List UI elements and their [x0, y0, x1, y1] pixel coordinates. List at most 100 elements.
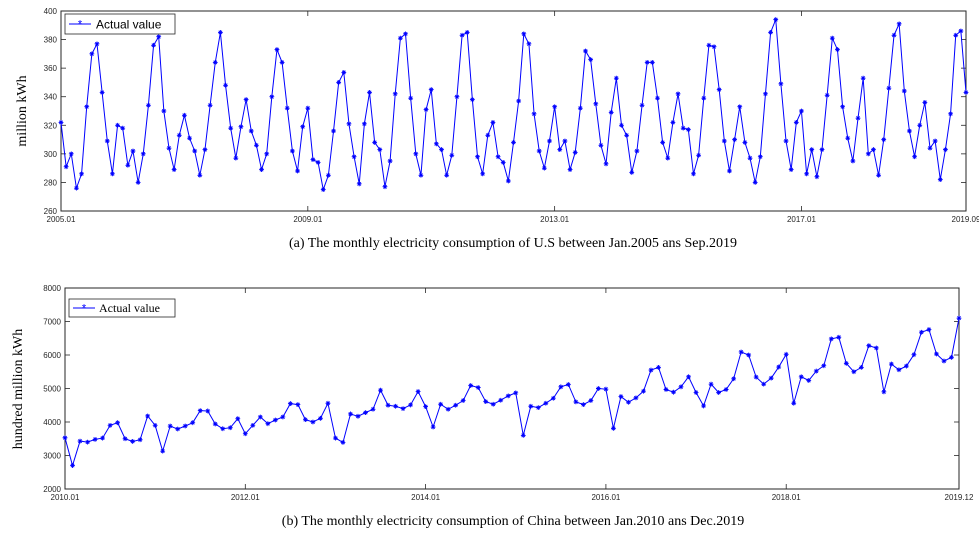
data-point	[791, 400, 797, 406]
data-point	[212, 60, 218, 65]
y-tick-label: 380	[44, 36, 58, 45]
y-tick-label: 3000	[43, 452, 61, 461]
data-point	[348, 411, 353, 417]
data-point	[137, 437, 143, 443]
data-point	[459, 32, 465, 38]
data-point	[836, 334, 842, 340]
data-point	[175, 426, 181, 432]
data-point	[387, 158, 393, 164]
data-point	[824, 92, 830, 98]
data-point	[691, 171, 696, 177]
data-point	[708, 381, 714, 387]
data-point	[919, 329, 924, 335]
data-point	[197, 172, 203, 178]
data-point	[850, 158, 856, 164]
data-point	[130, 148, 136, 154]
data-point	[927, 145, 933, 151]
data-point	[813, 368, 819, 374]
axes-b: 2000 3000 4000 5000 6000 7000 8000 2010.01 2012.…	[43, 284, 974, 502]
data-point	[351, 154, 357, 160]
data-point	[851, 369, 857, 375]
data-point	[547, 138, 552, 144]
data-point	[513, 390, 519, 396]
data-point	[372, 140, 378, 145]
data-point	[269, 94, 275, 100]
data-point	[475, 154, 480, 160]
data-point	[701, 403, 706, 409]
data-point	[205, 408, 211, 414]
data-point	[639, 102, 645, 108]
data-point	[58, 120, 64, 125]
data-point	[187, 135, 192, 141]
data-point	[536, 148, 542, 154]
data-point	[696, 152, 702, 158]
series-markers-a	[58, 17, 969, 192]
data-point	[761, 381, 767, 387]
data-point	[855, 115, 861, 121]
data-point	[318, 415, 323, 421]
data-point	[686, 374, 691, 380]
data-point	[104, 138, 110, 144]
data-point	[937, 177, 943, 182]
data-point	[248, 128, 254, 134]
data-point	[901, 88, 907, 94]
data-point	[603, 161, 609, 167]
data-point	[912, 154, 917, 160]
data-point	[325, 172, 331, 178]
data-point	[490, 401, 496, 407]
data-point	[460, 398, 466, 403]
data-point	[619, 122, 624, 128]
data-point	[678, 384, 684, 390]
data-point	[949, 354, 954, 360]
data-point	[956, 315, 962, 321]
data-point	[629, 170, 635, 175]
data-point	[89, 51, 95, 57]
data-point	[626, 399, 631, 405]
chart-a: 260 280 300 320 340 360 380 400 2005.01 2009.01 20…	[15, 7, 979, 251]
data-point	[500, 160, 506, 165]
data-point	[85, 439, 90, 445]
data-point	[408, 402, 413, 408]
data-point	[693, 390, 699, 395]
y-tick-label: 260	[44, 207, 58, 216]
data-point	[77, 438, 83, 444]
data-point	[866, 343, 872, 349]
data-point	[752, 180, 758, 185]
data-point	[660, 140, 666, 145]
data-point	[310, 419, 316, 425]
plot-area-b	[64, 287, 960, 490]
data-point	[565, 382, 571, 387]
data-point	[361, 121, 367, 127]
data-point	[257, 414, 263, 420]
data-point	[250, 422, 256, 428]
data-point	[753, 374, 759, 380]
y-tick-label: 5000	[43, 385, 61, 394]
data-point	[122, 436, 128, 442]
data-point	[483, 399, 489, 404]
data-point	[413, 151, 419, 157]
data-point	[176, 132, 182, 138]
data-point	[212, 421, 218, 427]
data-point	[588, 398, 594, 403]
y-axis-label-a: million kWh	[15, 75, 30, 146]
data-point	[685, 127, 691, 132]
data-point	[778, 81, 784, 87]
data-point	[367, 90, 372, 95]
data-point	[598, 142, 604, 148]
data-point	[228, 125, 234, 131]
data-point	[552, 104, 558, 110]
data-point	[742, 140, 748, 145]
data-point	[68, 151, 74, 157]
data-point	[418, 172, 424, 178]
data-point	[821, 363, 827, 369]
chart-b: 2000 3000 4000 5000 6000 7000 8000 2010.01 2012.…	[11, 284, 974, 529]
data-point	[438, 401, 444, 407]
data-point	[701, 95, 707, 101]
data-point	[572, 150, 578, 155]
x-tick-label: 2019.09	[952, 215, 979, 224]
data-point	[721, 138, 727, 144]
data-point	[922, 100, 928, 105]
data-point	[757, 154, 763, 160]
data-point	[731, 376, 737, 382]
data-point	[289, 148, 295, 154]
